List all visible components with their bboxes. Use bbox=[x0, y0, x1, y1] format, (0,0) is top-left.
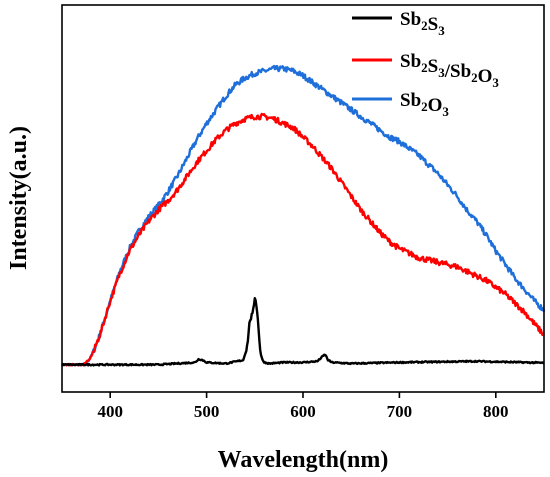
x-axis-title: Wavelength(nm) bbox=[218, 447, 389, 473]
x-axis-ticks: 400 500 600 700 800 bbox=[97, 392, 509, 421]
legend-label: Sb2S3 bbox=[400, 9, 445, 38]
series-line-sb2o3 bbox=[60, 64, 546, 367]
plot-frame bbox=[61, 4, 545, 393]
x-tick-label: 400 bbox=[97, 402, 123, 421]
y-axis-title: Intensity(a.u.) bbox=[6, 126, 32, 270]
x-tick-label: 600 bbox=[290, 402, 316, 421]
series-layer bbox=[60, 64, 546, 367]
x-tick-label: 700 bbox=[387, 402, 413, 421]
legend-label: Sb2S3/Sb2O3 bbox=[400, 51, 499, 90]
legend-label: Sb2O3 bbox=[400, 90, 449, 119]
x-tick-label: 800 bbox=[483, 402, 509, 421]
series-line-sb2s3 bbox=[61, 297, 545, 367]
series-line-sb2s3-sb2o3 bbox=[61, 112, 545, 367]
x-tick-label: 500 bbox=[194, 402, 220, 421]
